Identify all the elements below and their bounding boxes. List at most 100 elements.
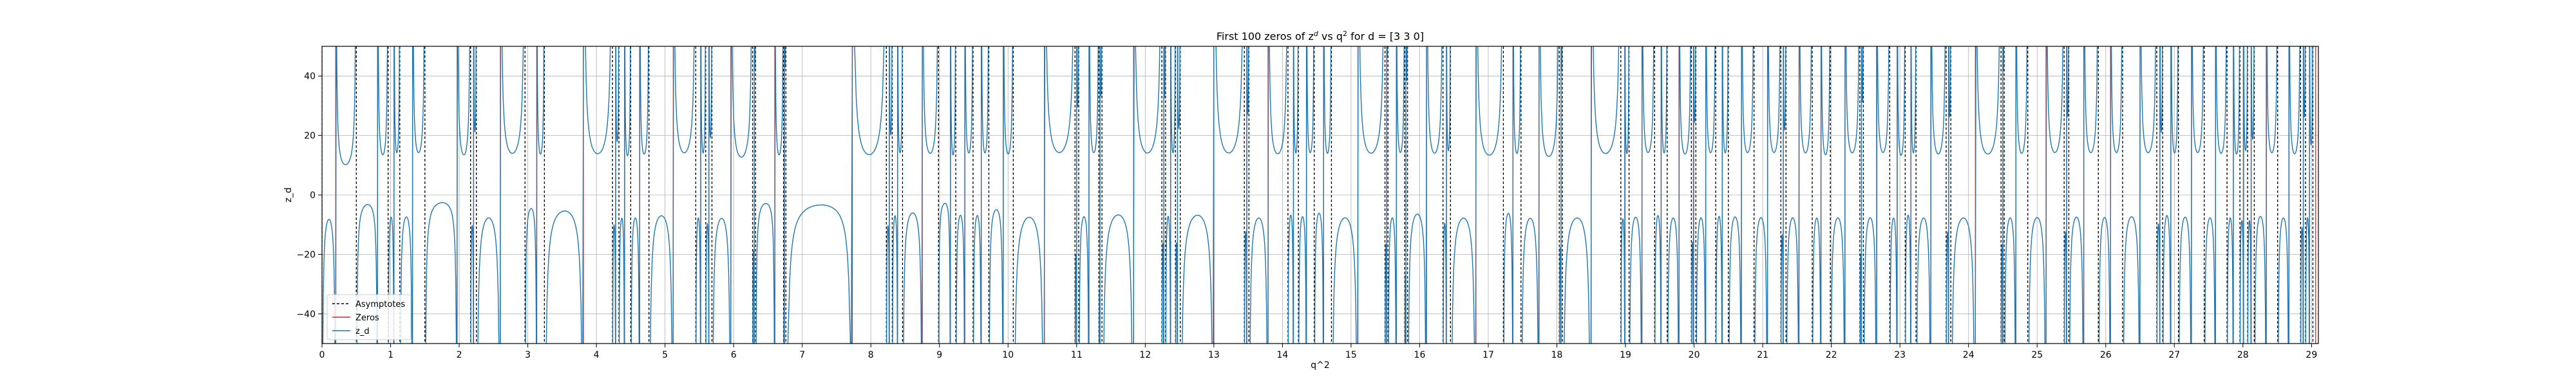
- x-tick-label: 11: [1071, 350, 1083, 360]
- x-tick-label: 20: [1689, 350, 1700, 360]
- curve-branch: [1103, 46, 1160, 344]
- curve-branch: [1667, 46, 1691, 344]
- curve-branch: [322, 46, 356, 344]
- x-tick-label: 15: [1345, 350, 1357, 360]
- curve-branch: [1165, 46, 1176, 344]
- curve-branch: [2000, 46, 2005, 344]
- curve-branch: [650, 46, 695, 344]
- y-tick-label: 0: [310, 190, 316, 201]
- curve-branch: [705, 46, 712, 344]
- y-tick-label: 40: [304, 71, 316, 82]
- curve-branch: [1079, 46, 1099, 344]
- curve-branch: [1951, 46, 2000, 344]
- curve-branch: [1244, 46, 1249, 344]
- curve-branch: [2254, 46, 2278, 344]
- curve-branch: [477, 46, 524, 344]
- curve-branch: [1521, 46, 1558, 344]
- curve-branch: [2239, 46, 2248, 344]
- x-tick-label: 1: [388, 350, 393, 360]
- legend: Asymptotes Zeros z_d: [327, 294, 412, 340]
- y-tick-label: −20: [296, 250, 316, 260]
- curve-branch: [1503, 46, 1521, 344]
- curve-branch: [1889, 46, 1906, 344]
- curve-branch: [956, 46, 973, 344]
- curve-branch: [1691, 46, 1696, 344]
- x-tick-label: 13: [1208, 350, 1220, 360]
- curve-branch: [1905, 46, 1917, 344]
- curve-branch: [356, 46, 388, 344]
- curve-branch: [1388, 46, 1405, 344]
- x-tick-label: 28: [2237, 350, 2249, 360]
- x-tick-label: 23: [1894, 350, 1906, 360]
- z-d-curve: [322, 46, 2313, 344]
- curve-branch: [2278, 46, 2300, 344]
- curve-branch: [787, 46, 885, 344]
- curve-branch: [2069, 46, 2098, 344]
- curve-branch: [2163, 46, 2179, 344]
- y-tick-label: 20: [304, 131, 316, 142]
- curve-branch: [1175, 46, 1180, 344]
- x-tick-label: 21: [1757, 350, 1768, 360]
- curve-branch: [886, 46, 893, 344]
- x-tick-label: 9: [936, 350, 942, 360]
- legend-label-z-d: z_d: [355, 327, 370, 336]
- x-tick-label: 2: [457, 350, 462, 360]
- curve-branch: [1812, 46, 1830, 344]
- curve-branch: [1629, 46, 1654, 344]
- x-tick-label: 0: [319, 350, 325, 360]
- curve-branch: [1452, 46, 1502, 344]
- x-tick-label: 19: [1620, 350, 1631, 360]
- curve-branch: [1781, 46, 1786, 344]
- curve-branch: [1314, 46, 1332, 344]
- x-tick-label: 17: [1482, 350, 1494, 360]
- legend-label-zeros: Zeros: [355, 313, 379, 323]
- curve-branch: [388, 46, 400, 344]
- x-tick-label: 12: [1139, 350, 1151, 360]
- curve-branch: [1564, 46, 1620, 344]
- curve-branch: [1830, 46, 1859, 344]
- x-tick-label: 14: [1276, 350, 1288, 360]
- curve-branch: [400, 46, 425, 344]
- curve-branch: [1332, 46, 1384, 344]
- curve-branch: [1014, 46, 1074, 344]
- curve-branch: [1404, 46, 1408, 344]
- curve-branch: [2247, 46, 2255, 344]
- curve-branch: [1287, 46, 1299, 344]
- curve-branch: [696, 46, 706, 344]
- curve-branch: [1249, 46, 1287, 344]
- curve-branch: [630, 46, 649, 344]
- x-tick-label: 8: [868, 350, 874, 360]
- curve-branch: [1182, 46, 1243, 344]
- curve-branch: [973, 46, 989, 344]
- legend-label-asymptotes: Asymptotes: [355, 300, 405, 309]
- legend-box: [327, 294, 412, 340]
- curve-branch: [2098, 46, 2123, 344]
- curve-branch: [1443, 46, 1451, 344]
- curve-branch: [938, 46, 956, 344]
- curve-branch: [425, 46, 471, 344]
- chart-title: First 100 zeros of zd vs q2 for d = [3 3…: [1217, 30, 1424, 42]
- curve-branch: [1946, 46, 1951, 344]
- curve-branch: [1074, 46, 1079, 344]
- curve-branch: [783, 46, 786, 344]
- curve-branch: [525, 46, 545, 344]
- curve-branch: [545, 46, 611, 344]
- curve-branch: [1754, 46, 1781, 344]
- y-tick-label: −40: [296, 309, 316, 320]
- curve-branch: [618, 46, 631, 344]
- curve-branch: [2179, 46, 2204, 344]
- x-tick-label: 4: [594, 350, 600, 360]
- x-tick-label: 3: [525, 350, 531, 360]
- x-tick-label: 10: [1002, 350, 1014, 360]
- curve-branch: [2300, 46, 2306, 344]
- x-tick-label: 25: [2031, 350, 2043, 360]
- y-axis-ticks: −40 −20 0 20 40: [296, 71, 322, 320]
- curve-branch: [1620, 46, 1629, 344]
- curve-branch: [1654, 46, 1667, 344]
- curve-branch: [2028, 46, 2063, 344]
- curve-branch: [989, 46, 1013, 344]
- curve-branch: [2227, 46, 2240, 344]
- x-axis-label: q^2: [1311, 360, 1330, 371]
- y-axis-label: z_d: [283, 187, 294, 202]
- curve-branch: [1558, 46, 1563, 344]
